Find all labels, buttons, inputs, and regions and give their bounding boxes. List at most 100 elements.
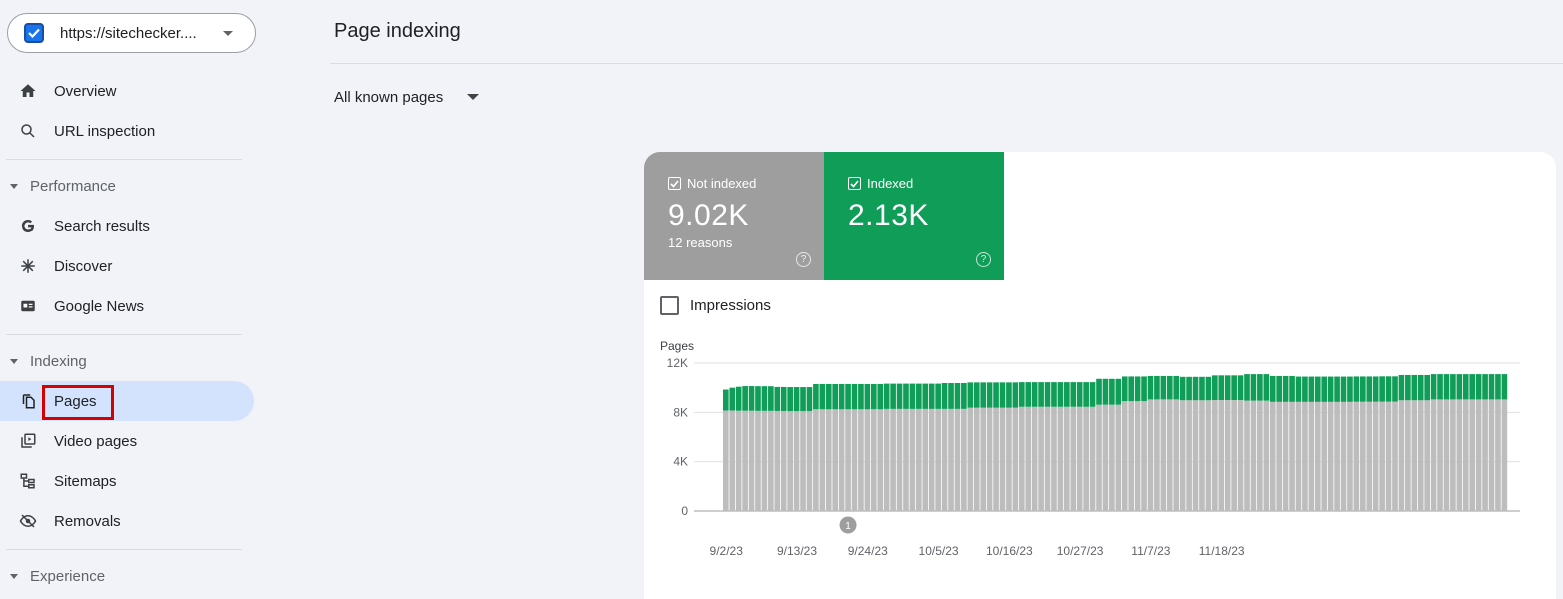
bar-segment[interactable]: [864, 409, 871, 511]
bar-segment[interactable]: [1282, 375, 1289, 402]
bar-segment[interactable]: [1212, 375, 1218, 400]
bar-segment[interactable]: [851, 409, 858, 511]
bar-segment[interactable]: [1321, 401, 1328, 511]
bar-segment[interactable]: [1488, 374, 1495, 400]
bar-segment[interactable]: [1070, 382, 1077, 407]
bar-segment[interactable]: [1115, 404, 1122, 511]
nav-google-news[interactable]: Google News: [0, 286, 254, 326]
bar-segment[interactable]: [1096, 378, 1102, 405]
bar-segment[interactable]: [1411, 374, 1418, 401]
bar-segment[interactable]: [1398, 400, 1405, 511]
nav-overview[interactable]: Overview: [0, 71, 254, 111]
bar-segment[interactable]: [1392, 401, 1398, 511]
nav-url-inspection[interactable]: URL inspection: [0, 111, 254, 151]
bar-segment[interactable]: [1006, 382, 1012, 408]
bar-segment[interactable]: [1051, 406, 1057, 511]
bar-segment[interactable]: [1031, 382, 1038, 407]
bar-segment[interactable]: [961, 408, 967, 511]
bar-segment[interactable]: [1276, 375, 1282, 402]
bar-segment[interactable]: [819, 383, 826, 410]
bar-segment[interactable]: [1147, 399, 1154, 511]
bar-segment[interactable]: [916, 383, 922, 409]
bar-segment[interactable]: [1295, 376, 1302, 402]
nav-discover[interactable]: Discover: [0, 246, 254, 286]
bar-segment[interactable]: [825, 409, 832, 511]
bar-segment[interactable]: [793, 387, 800, 412]
bar-segment[interactable]: [1321, 376, 1328, 402]
bar-segment[interactable]: [748, 410, 755, 511]
bar-segment[interactable]: [1064, 406, 1070, 511]
bar-segment[interactable]: [1475, 399, 1482, 511]
bar-segment[interactable]: [870, 409, 877, 511]
bar-segment[interactable]: [1096, 404, 1102, 511]
bar-segment[interactable]: [1289, 375, 1295, 402]
bar-segment[interactable]: [832, 409, 839, 511]
bar-segment[interactable]: [928, 408, 935, 511]
bar-segment[interactable]: [1482, 399, 1488, 511]
bar-segment[interactable]: [806, 411, 813, 511]
checkbox-checked-icon[interactable]: [668, 177, 681, 190]
bar-segment[interactable]: [961, 382, 967, 409]
bar-segment[interactable]: [1430, 374, 1437, 400]
bar-segment[interactable]: [1089, 406, 1096, 511]
bar-segment[interactable]: [1398, 374, 1405, 401]
bar-segment[interactable]: [1308, 401, 1315, 511]
bar-segment[interactable]: [896, 408, 903, 511]
bar-segment[interactable]: [1437, 374, 1443, 400]
bar-segment[interactable]: [1456, 399, 1463, 511]
bar-segment[interactable]: [1379, 376, 1385, 402]
bar-segment[interactable]: [1128, 401, 1135, 511]
bar-segment[interactable]: [1031, 406, 1038, 511]
bar-segment[interactable]: [1385, 401, 1392, 511]
bar-segment[interactable]: [1462, 399, 1469, 511]
bar-segment[interactable]: [729, 410, 736, 511]
bar-segment[interactable]: [1482, 374, 1488, 400]
bar-segment[interactable]: [1501, 399, 1508, 511]
bar-segment[interactable]: [1424, 400, 1430, 511]
bar-segment[interactable]: [800, 411, 806, 511]
bar-segment[interactable]: [735, 386, 742, 411]
bar-segment[interactable]: [903, 408, 909, 511]
bar-segment[interactable]: [1417, 400, 1424, 511]
bar-segment[interactable]: [1295, 401, 1302, 511]
bar-segment[interactable]: [967, 407, 974, 511]
bar-segment[interactable]: [941, 382, 948, 409]
tile-not-indexed[interactable]: Not indexed 9.02K 12 reasons ?: [644, 152, 824, 280]
bar-segment[interactable]: [922, 383, 929, 409]
bar-segment[interactable]: [1166, 399, 1173, 511]
bar-segment[interactable]: [1076, 382, 1083, 407]
bar-segment[interactable]: [1347, 401, 1353, 511]
bar-segment[interactable]: [1424, 374, 1430, 401]
bar-segment[interactable]: [948, 382, 954, 409]
bar-segment[interactable]: [1405, 400, 1411, 511]
bar-segment[interactable]: [1443, 399, 1450, 511]
bar-segment[interactable]: [813, 409, 819, 511]
bar-segment[interactable]: [1109, 404, 1115, 511]
bar-segment[interactable]: [1334, 376, 1340, 402]
bar-segment[interactable]: [1025, 406, 1032, 511]
bar-segment[interactable]: [909, 408, 916, 511]
checkbox-checked-icon[interactable]: [848, 177, 861, 190]
bar-segment[interactable]: [1302, 401, 1308, 511]
bar-segment[interactable]: [941, 408, 948, 511]
bar-segment[interactable]: [832, 383, 839, 410]
bar-segment[interactable]: [1450, 399, 1456, 511]
bar-segment[interactable]: [1109, 378, 1115, 405]
bar-segment[interactable]: [1044, 406, 1051, 511]
annotation-marker[interactable]: [839, 516, 857, 534]
bar-segment[interactable]: [1308, 376, 1315, 402]
bar-segment[interactable]: [1231, 375, 1237, 400]
bar-segment[interactable]: [1289, 401, 1295, 511]
pages-filter-dropdown[interactable]: All known pages: [334, 86, 480, 108]
bar-segment[interactable]: [1224, 400, 1231, 511]
bar-segment[interactable]: [1121, 376, 1128, 402]
bar-segment[interactable]: [1347, 376, 1353, 402]
bar-segment[interactable]: [877, 409, 884, 511]
bar-segment[interactable]: [1160, 375, 1167, 400]
bar-segment[interactable]: [761, 386, 768, 411]
bar-segment[interactable]: [986, 407, 993, 511]
bar-segment[interactable]: [935, 408, 941, 511]
bar-segment[interactable]: [980, 382, 987, 408]
bar-segment[interactable]: [838, 409, 845, 511]
bar-segment[interactable]: [768, 386, 774, 411]
